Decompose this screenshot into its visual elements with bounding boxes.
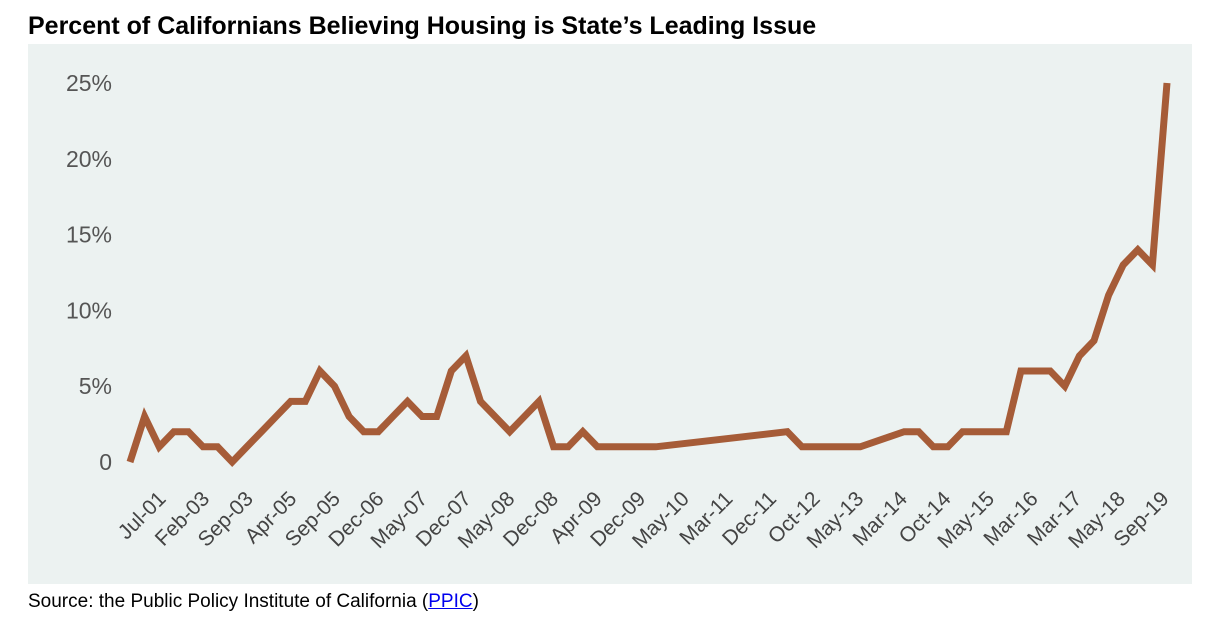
source-prefix: Source: the Public Policy Institute of C…: [28, 591, 429, 612]
y-tick-label: 0: [99, 449, 112, 475]
y-tick-label: 25%: [66, 70, 112, 96]
y-tick-label: 10%: [66, 297, 112, 323]
chart-title: Percent of Californians Believing Housin…: [28, 12, 817, 40]
source-suffix: ): [472, 591, 479, 612]
y-tick-label: 20%: [66, 146, 112, 172]
plot-area: [28, 44, 1192, 584]
ppic-link[interactable]: PPIC: [428, 591, 473, 612]
source-note: Source: the Public Policy Institute of C…: [28, 591, 479, 613]
y-tick-label: 15%: [66, 222, 112, 248]
series-line: [126, 82, 1171, 468]
y-tick-label: 5%: [79, 373, 112, 399]
